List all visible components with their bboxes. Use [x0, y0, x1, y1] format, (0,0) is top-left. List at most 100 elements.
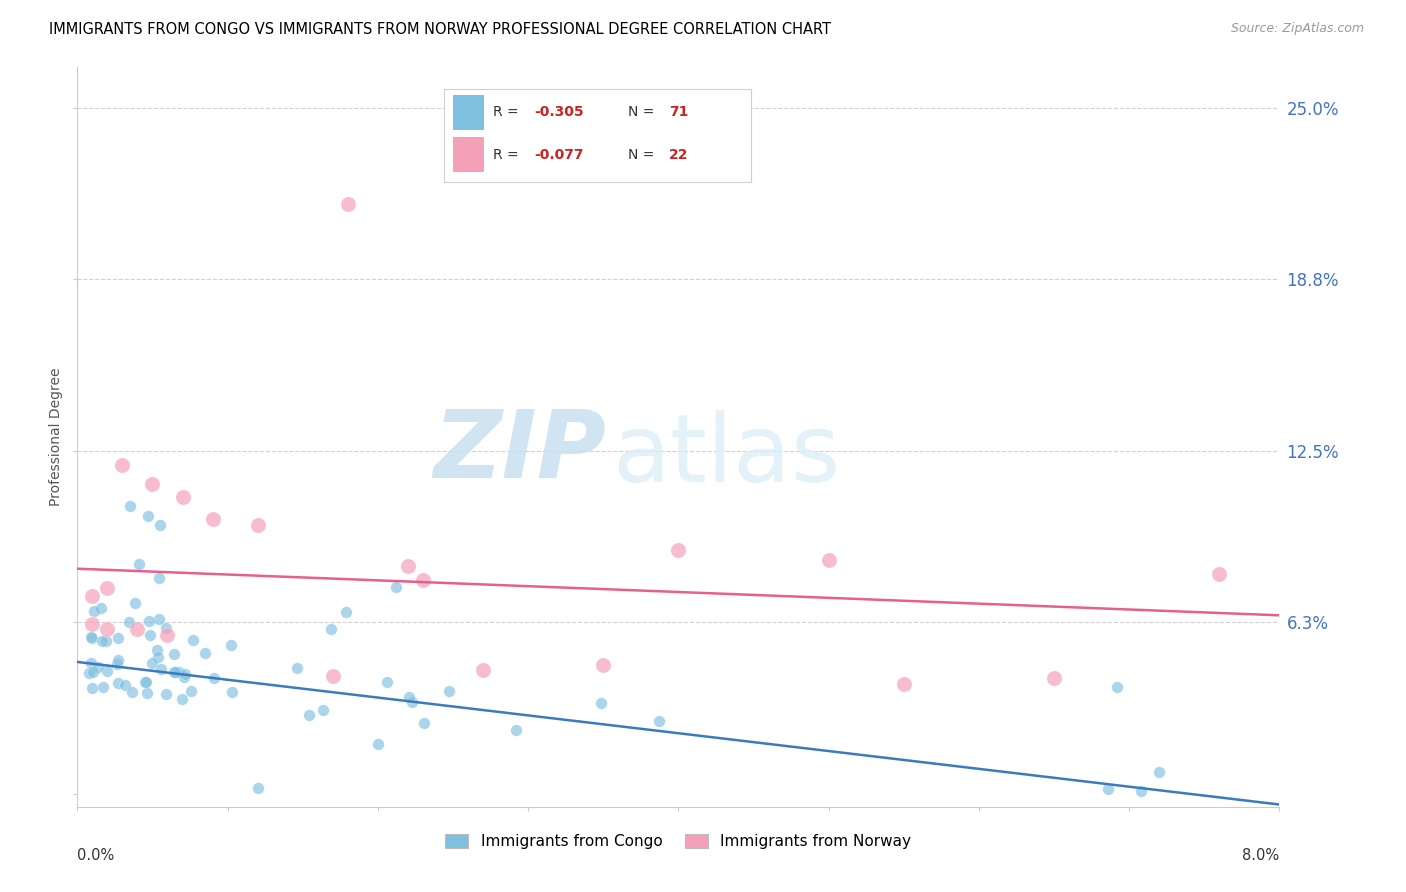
Point	[107, 676, 129, 690]
Point	[335, 605, 357, 619]
Point	[592, 657, 614, 672]
Point	[201, 512, 224, 526]
Point	[80, 630, 103, 644]
Point	[1043, 672, 1066, 686]
Point	[107, 631, 129, 645]
Text: ZIP: ZIP	[433, 406, 606, 498]
Point	[156, 627, 179, 641]
Point	[181, 633, 204, 648]
Point	[1130, 784, 1153, 798]
Point	[127, 622, 149, 636]
Point	[114, 678, 136, 692]
Point	[591, 696, 613, 710]
Point	[136, 686, 159, 700]
Point	[377, 674, 399, 689]
Point	[173, 670, 195, 684]
Point	[82, 616, 104, 631]
Point	[148, 649, 170, 664]
Point	[107, 652, 129, 666]
Point	[148, 611, 170, 625]
Y-axis label: Professional Degree: Professional Degree	[49, 368, 63, 507]
Point	[96, 664, 118, 678]
Point	[385, 580, 408, 594]
Point	[893, 677, 915, 691]
Point	[155, 622, 177, 636]
Point	[298, 708, 321, 723]
Point	[90, 601, 112, 615]
Point	[138, 628, 160, 642]
Text: Source: ZipAtlas.com: Source: ZipAtlas.com	[1230, 22, 1364, 36]
Point	[1208, 567, 1230, 582]
Point	[437, 684, 460, 698]
Point	[668, 542, 690, 557]
Text: atlas: atlas	[612, 409, 841, 501]
Point	[180, 684, 202, 698]
Point	[202, 671, 225, 685]
Point	[111, 458, 134, 472]
Point	[172, 491, 194, 505]
Point	[136, 508, 159, 523]
Point	[505, 723, 527, 738]
Point	[83, 604, 105, 618]
Point	[219, 638, 242, 652]
Point	[367, 737, 389, 751]
Point	[336, 197, 359, 211]
Point	[172, 692, 194, 706]
Point	[163, 665, 186, 679]
Text: IMMIGRANTS FROM CONGO VS IMMIGRANTS FROM NORWAY PROFESSIONAL DEGREE CORRELATION : IMMIGRANTS FROM CONGO VS IMMIGRANTS FROM…	[49, 22, 831, 37]
Point	[398, 690, 420, 704]
Point	[121, 685, 143, 699]
Point	[285, 660, 308, 674]
Point	[413, 716, 436, 731]
Point	[145, 643, 167, 657]
Point	[96, 634, 118, 648]
Point	[118, 499, 141, 513]
Point	[412, 573, 434, 587]
Point	[162, 648, 184, 662]
Point	[312, 703, 335, 717]
Point	[1097, 781, 1119, 796]
Point	[817, 553, 839, 567]
Point	[96, 581, 118, 595]
Point	[149, 517, 172, 532]
Point	[167, 665, 190, 679]
Point	[401, 695, 423, 709]
Point	[135, 675, 157, 690]
Legend: Immigrants from Congo, Immigrants from Norway: Immigrants from Congo, Immigrants from N…	[439, 828, 918, 855]
Point	[246, 517, 269, 532]
Point	[155, 687, 177, 701]
Point	[194, 647, 217, 661]
Point	[82, 589, 104, 603]
Point	[1149, 764, 1171, 779]
Point	[148, 570, 170, 584]
Point	[246, 780, 269, 795]
Point	[319, 622, 342, 636]
Point	[396, 558, 419, 573]
Point	[150, 662, 173, 676]
Point	[134, 675, 156, 690]
Point	[118, 615, 141, 629]
Point	[91, 680, 114, 694]
Point	[174, 667, 197, 681]
Point	[80, 631, 103, 645]
Point	[105, 657, 128, 672]
Point	[77, 665, 100, 680]
Point	[138, 614, 160, 628]
Point	[82, 665, 104, 680]
Point	[648, 714, 671, 728]
Point	[141, 656, 163, 670]
Point	[163, 665, 186, 680]
Point	[141, 476, 163, 491]
Text: 0.0%: 0.0%	[77, 848, 114, 863]
Point	[1107, 680, 1129, 694]
Point	[96, 622, 118, 636]
Point	[128, 557, 150, 571]
Point	[322, 668, 344, 682]
Point	[82, 681, 104, 695]
Point	[124, 596, 146, 610]
Point	[472, 663, 495, 677]
Text: 8.0%: 8.0%	[1243, 848, 1279, 863]
Point	[79, 657, 101, 671]
Point	[87, 660, 110, 674]
Point	[221, 685, 243, 699]
